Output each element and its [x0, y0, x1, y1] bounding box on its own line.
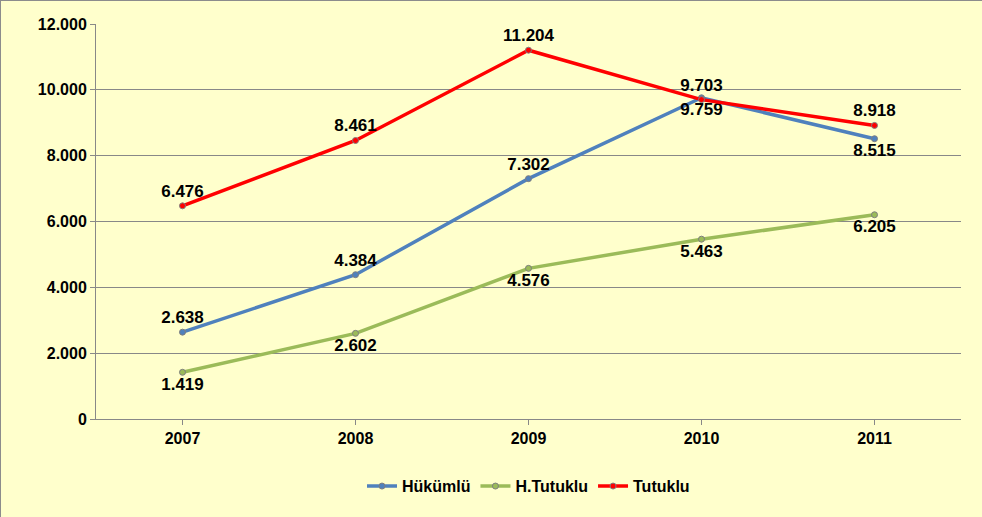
svg-text:8.918: 8.918 [853, 101, 896, 120]
svg-text:2009: 2009 [511, 430, 547, 447]
svg-text:8.515: 8.515 [853, 141, 896, 160]
svg-text:6.476: 6.476 [161, 182, 204, 201]
svg-text:2.000: 2.000 [47, 345, 87, 362]
svg-text:2.638: 2.638 [161, 308, 204, 327]
svg-text:H.Tutuklu: H.Tutuklu [515, 478, 588, 495]
svg-text:2011: 2011 [857, 430, 892, 447]
svg-text:4.576: 4.576 [507, 271, 550, 290]
svg-text:4.000: 4.000 [47, 279, 87, 296]
svg-text:12.000: 12.000 [38, 16, 87, 33]
svg-text:Tutuklu: Tutuklu [633, 478, 690, 495]
svg-text:7.302: 7.302 [507, 155, 550, 174]
svg-text:8.461: 8.461 [334, 116, 377, 135]
svg-text:2008: 2008 [338, 430, 374, 447]
svg-text:0: 0 [78, 411, 87, 428]
svg-text:11.204: 11.204 [503, 26, 555, 45]
svg-text:6.205: 6.205 [853, 217, 896, 236]
svg-text:2.602: 2.602 [334, 336, 377, 355]
svg-text:4.384: 4.384 [334, 251, 377, 270]
svg-text:5.463: 5.463 [680, 242, 723, 261]
svg-text:6.000: 6.000 [47, 213, 87, 230]
svg-text:9.703: 9.703 [680, 76, 723, 95]
svg-text:8.000: 8.000 [47, 147, 87, 164]
svg-text:Hükümlü: Hükümlü [402, 478, 470, 495]
svg-text:2010: 2010 [684, 430, 720, 447]
svg-text:9.759: 9.759 [680, 100, 723, 119]
svg-text:2007: 2007 [165, 430, 201, 447]
svg-text:10.000: 10.000 [38, 81, 87, 98]
svg-text:1.419: 1.419 [161, 375, 204, 394]
